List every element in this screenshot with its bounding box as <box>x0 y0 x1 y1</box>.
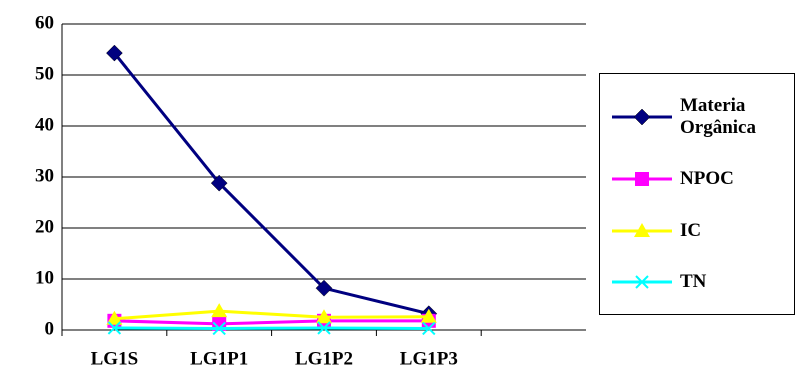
marker <box>422 321 436 336</box>
legend-label: Materia Orgânica <box>680 94 756 138</box>
marker <box>211 303 228 318</box>
legend: Materia Orgânica NPOC IC TN <box>599 73 795 315</box>
chart: 0 10 20 30 40 50 60 LG1S LG1P1 LG1P2 LG1P3 <box>35 12 586 369</box>
x-tick-label: LG1P1 <box>190 348 248 369</box>
marker <box>635 172 649 187</box>
series-line <box>114 319 429 326</box>
marker <box>633 108 651 126</box>
marker <box>316 309 332 324</box>
x-tick-label: LG1S <box>91 348 139 369</box>
y-tick-label: 50 <box>35 63 54 84</box>
marker <box>210 174 228 192</box>
legend-swatch <box>612 275 672 289</box>
marker <box>635 275 649 289</box>
legend-label: IC <box>680 219 702 241</box>
y-tick-label: 10 <box>35 267 54 288</box>
legend-entry: IC <box>600 220 794 242</box>
marker <box>212 321 226 336</box>
y-tick-label: 30 <box>35 165 54 186</box>
legend-label: NPOC <box>680 168 734 190</box>
y-tick-label: 40 <box>35 114 54 135</box>
series-line <box>113 52 430 316</box>
marker <box>107 321 122 335</box>
marker <box>106 310 123 325</box>
marker <box>420 308 437 323</box>
marker <box>106 44 123 62</box>
marker <box>634 222 650 237</box>
marker <box>315 279 333 297</box>
legend-swatch <box>612 172 672 187</box>
x-tick-label: LG1P2 <box>295 348 353 369</box>
legend-label: TN <box>680 271 707 293</box>
y-tick-label: 20 <box>35 216 54 237</box>
legend-entry: Materia Orgânica <box>600 95 794 139</box>
y-tick-label: 60 <box>35 12 54 33</box>
legend-entry: NPOC <box>600 168 794 190</box>
x-tick-label: LG1P3 <box>400 348 458 369</box>
marker <box>317 321 331 335</box>
legend-swatch <box>612 222 672 237</box>
series-line <box>114 326 429 330</box>
series-line <box>114 309 429 321</box>
legend-entry: TN <box>600 271 794 293</box>
y-tick-label: 0 <box>45 318 55 339</box>
legend-swatch <box>612 108 672 126</box>
